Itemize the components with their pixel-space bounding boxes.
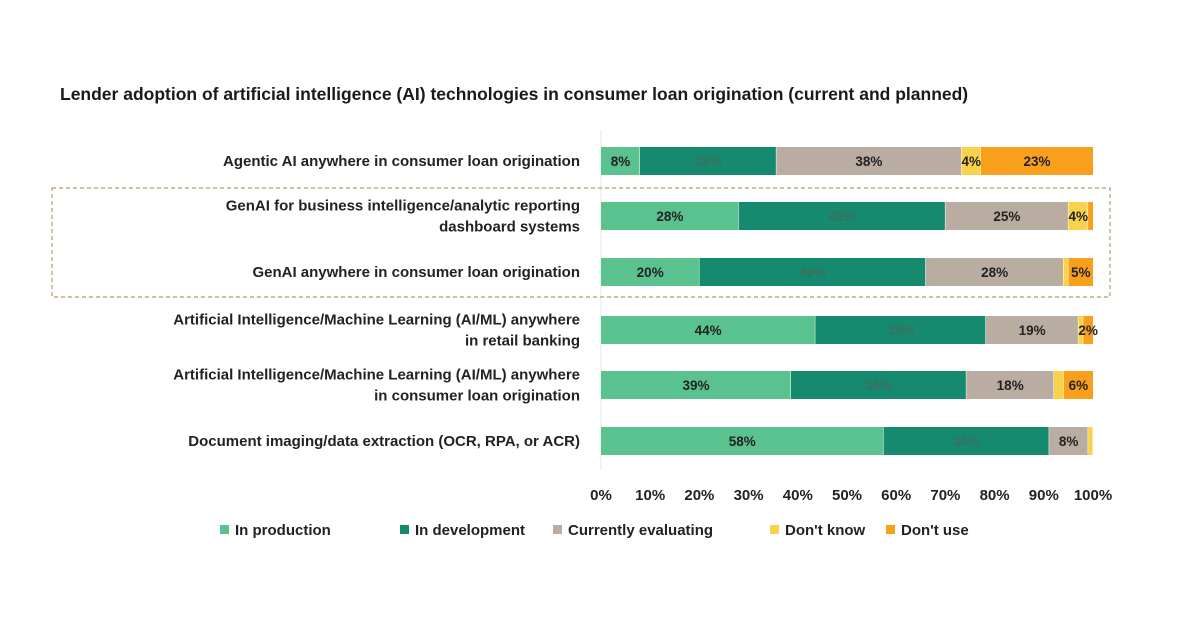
- legend-label: In production: [235, 522, 331, 539]
- legend-label: Currently evaluating: [568, 522, 713, 539]
- bar-segment: [1063, 258, 1069, 286]
- bar-segment: [601, 427, 884, 455]
- bar-segment: [1049, 427, 1089, 455]
- data-label: 18%: [997, 378, 1024, 393]
- data-label: 58%: [729, 434, 756, 449]
- bar-segment: [1068, 202, 1089, 230]
- x-tick-label: 50%: [832, 487, 862, 504]
- data-label: 19%: [1019, 323, 1046, 338]
- data-label: 4%: [961, 154, 981, 169]
- bar-segment: [601, 258, 700, 286]
- bar-segment: [699, 258, 926, 286]
- data-label: 35%: [887, 323, 914, 338]
- data-label: 2%: [1078, 323, 1098, 338]
- data-label: 5%: [1071, 265, 1091, 280]
- data-label: 8%: [1059, 434, 1079, 449]
- x-tick-label: 30%: [734, 487, 764, 504]
- x-tick-label: 100%: [1074, 487, 1112, 504]
- bar-segment: [738, 202, 946, 230]
- bar-segment: [639, 147, 777, 175]
- data-label: 23%: [1023, 154, 1050, 169]
- category-label: Artificial Intelligence/Machine Learning…: [173, 312, 580, 350]
- data-label: 46%: [799, 265, 826, 280]
- legend-label: Don't use: [901, 522, 969, 539]
- bar-segment: [966, 371, 1055, 399]
- bar-segment: [1083, 316, 1093, 344]
- x-tick-label: 60%: [881, 487, 911, 504]
- x-tick-label: 90%: [1029, 487, 1059, 504]
- category-label: Document imaging/data extraction (OCR, R…: [188, 433, 580, 450]
- category-label: Artificial Intelligence/Machine Learning…: [173, 367, 580, 405]
- chart-title: Lender adoption of artificial intelligen…: [60, 84, 969, 104]
- x-tick-label: 80%: [980, 487, 1010, 504]
- bar-segment: [1088, 202, 1093, 230]
- bar-segment: [883, 427, 1050, 455]
- data-label: 44%: [695, 323, 722, 338]
- category-label: GenAI for business intelligence/analytic…: [226, 198, 580, 236]
- legend-swatch: [886, 525, 895, 534]
- bar-segment: [961, 147, 981, 175]
- category-label: Agentic AI anywhere in consumer loan ori…: [223, 153, 580, 170]
- bar-segment: [1088, 427, 1093, 455]
- bar-segment: [1054, 371, 1064, 399]
- data-label: 28%: [695, 154, 722, 169]
- data-label: 36%: [865, 378, 892, 393]
- x-tick-label: 0%: [590, 487, 612, 504]
- x-tick-label: 70%: [930, 487, 960, 504]
- bar-segment: [1078, 316, 1084, 344]
- data-label: 28%: [981, 265, 1008, 280]
- legend-label: In development: [415, 522, 525, 539]
- data-label: 8%: [611, 154, 631, 169]
- bar-segment: [776, 147, 962, 175]
- bar-segment: [980, 147, 1093, 175]
- bar-segment: [925, 258, 1064, 286]
- data-label: 25%: [993, 209, 1020, 224]
- data-label: 4%: [1068, 209, 1088, 224]
- bar-segment: [985, 316, 1079, 344]
- x-tick-label: 20%: [684, 487, 714, 504]
- legend-swatch: [770, 525, 779, 534]
- bar-segment: [815, 316, 986, 344]
- bar-segment: [945, 202, 1069, 230]
- legend-swatch: [400, 525, 409, 534]
- bar-segment: [1063, 371, 1093, 399]
- x-tick-label: 40%: [783, 487, 813, 504]
- category-label: GenAI anywhere in consumer loan originat…: [252, 264, 580, 281]
- data-label: 20%: [637, 265, 664, 280]
- bar-segment: [601, 316, 816, 344]
- legend-swatch: [553, 525, 562, 534]
- bar-segment: [601, 371, 791, 399]
- data-label: 28%: [656, 209, 683, 224]
- bar-segment: [601, 147, 640, 175]
- data-label: 39%: [682, 378, 709, 393]
- data-label: 6%: [1069, 378, 1089, 393]
- bar-segment: [1068, 258, 1093, 286]
- data-label: 34%: [953, 434, 980, 449]
- legend-label: Don't know: [785, 522, 866, 539]
- x-tick-label: 10%: [635, 487, 665, 504]
- bar-segment: [790, 371, 967, 399]
- bar-segment: [601, 202, 739, 230]
- data-label: 42%: [829, 209, 856, 224]
- legend-swatch: [220, 525, 229, 534]
- data-label: 38%: [855, 154, 882, 169]
- highlight-box: [51, 187, 1111, 298]
